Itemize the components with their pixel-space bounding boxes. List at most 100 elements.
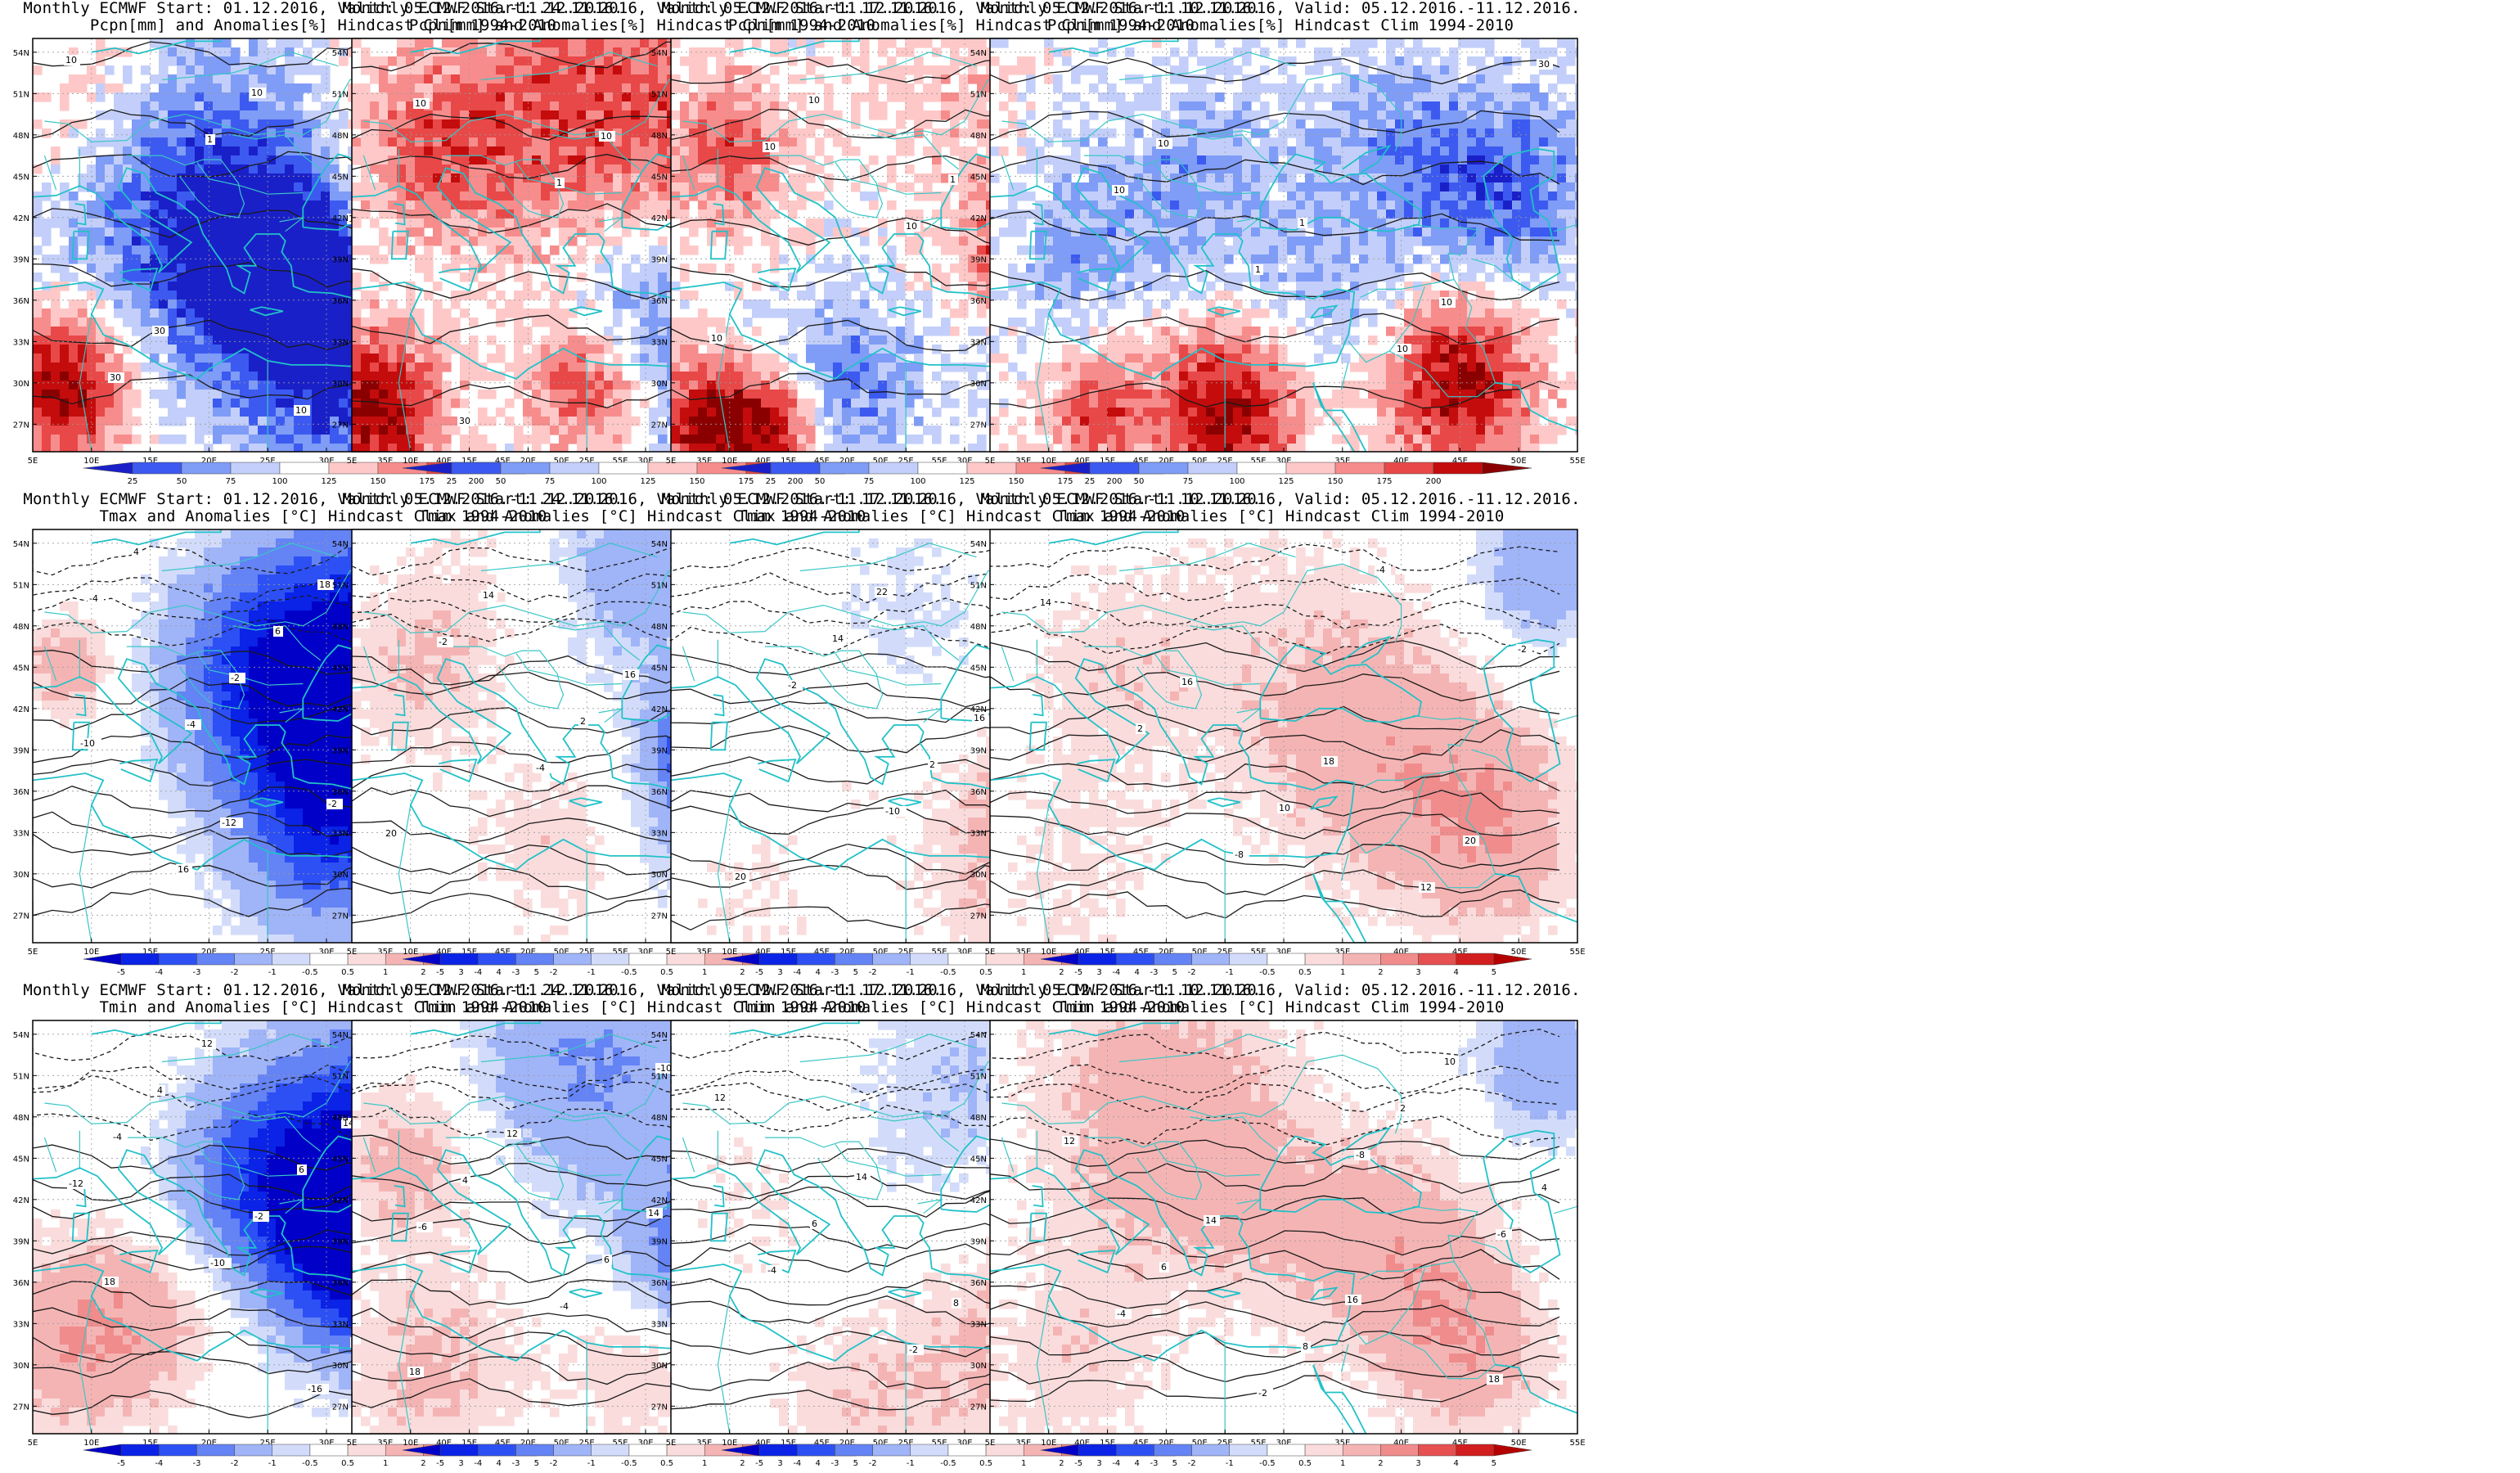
colorbar-label: 3 — [458, 968, 463, 977]
lon-label: 20E — [1159, 1439, 1174, 1448]
lat-label: 27N — [651, 1403, 668, 1412]
lat-label: 30N — [970, 380, 987, 389]
lat-label: 48N — [13, 1114, 29, 1123]
colorbar-label: 0.5 — [660, 1459, 673, 1468]
colorbar-swatch — [1433, 462, 1483, 475]
lat-label: 33N — [13, 829, 29, 838]
lat-label: 27N — [332, 421, 349, 430]
colorbar-swatch — [1304, 1444, 1343, 1457]
forecast-panel: Monthly ECMWF Start: 10.11.2016, Valid: … — [965, 0, 1595, 491]
lat-label: 36N — [651, 788, 668, 797]
colorbar-swatch — [1187, 462, 1238, 475]
colorbar-label: -0.5 — [940, 1459, 956, 1468]
colorbar-label: 75 — [545, 477, 556, 486]
colorbar-label: -3 — [1150, 968, 1158, 977]
colorbar-label: 25 — [447, 477, 457, 486]
lon-label: 5E — [347, 457, 358, 466]
lat-label: 42N — [970, 1196, 987, 1205]
contour-labels: -8 -6 -4 -2 2 4 6 8 10 12 14 16 18 — [1062, 1056, 1550, 1399]
contour-label: 30 — [154, 326, 165, 336]
lat-label: 33N — [13, 338, 29, 347]
contour-label: 2 — [1400, 1103, 1406, 1114]
lat-label: 30N — [970, 1362, 987, 1371]
colorbar-swatch — [553, 953, 592, 966]
contour-label: -4 — [113, 1132, 122, 1142]
lat-label: 36N — [332, 1279, 349, 1288]
lon-label: 50E — [1511, 1439, 1527, 1448]
colorbar-label: -4 — [793, 1459, 801, 1468]
map-svg: -8-6-4-22468101214161854N51N48N45N42N39N… — [970, 1020, 1586, 1468]
colorbar-swatch — [872, 1444, 911, 1457]
colorbar-label: 4 — [1135, 1459, 1140, 1468]
panel-title-start-valid: Monthly ECMWF Start: 24.11.2016, Valid: … — [327, 0, 957, 17]
lon-label: 50E — [1511, 457, 1527, 466]
lon-label: 5E — [985, 1439, 996, 1448]
colorbar-label: 175 — [419, 477, 434, 486]
lon-label: 55E — [612, 1439, 628, 1448]
lat-label: 30N — [13, 1362, 29, 1371]
lon-label: 30E — [956, 1439, 972, 1448]
contour-label: 4 — [133, 547, 139, 557]
colorbar-label: 4 — [1135, 968, 1140, 977]
lat-label: 51N — [970, 581, 987, 590]
contour-label: 1 — [1255, 264, 1261, 275]
lon-label: 25E — [260, 457, 276, 466]
lat-label: 30N — [332, 1362, 349, 1371]
lon-label: 40E — [755, 1439, 771, 1448]
lon-label: 45E — [1452, 1439, 1468, 1448]
lat-label: 36N — [13, 1279, 29, 1288]
contour-label: 10 — [1114, 185, 1125, 196]
colorbar-label: -4 — [474, 1459, 482, 1468]
lon-label: 25E — [1217, 457, 1233, 466]
colorbar-label: 4 — [1454, 968, 1459, 977]
panel-title-variable: Pcpn[mm] and Anomalies[%] Hindcast Clim … — [646, 17, 1276, 34]
colorbar-swatch — [910, 1444, 949, 1457]
lon-label: 20E — [839, 1439, 855, 1448]
lon-label: 5E — [666, 457, 677, 466]
lat-label: 48N — [651, 1114, 668, 1123]
panel-title-start-valid: Monthly ECMWF Start: 10.11.2016, Valid: … — [965, 982, 1595, 999]
lat-label: 30N — [651, 380, 668, 389]
colorbar-swatch — [1334, 462, 1385, 475]
graticule — [990, 1020, 1577, 1434]
contour-label: 1 — [950, 174, 956, 185]
colorbar-swatch — [1116, 1444, 1154, 1457]
contour-label: -4 — [187, 719, 196, 730]
colorbar-label: 3 — [1096, 1459, 1101, 1468]
lon-label: 10E — [83, 1439, 99, 1448]
colorbar-swatch — [515, 1444, 554, 1457]
colorbar-label: 75 — [1183, 477, 1194, 486]
lon-label: 15E — [142, 1439, 158, 1448]
colorbar-swatch — [553, 1444, 592, 1457]
colorbar-label: 0.5 — [341, 1459, 354, 1468]
contour-label: 18 — [1323, 756, 1334, 767]
lat-label: 30N — [13, 380, 29, 389]
contour-label: 30 — [1538, 59, 1550, 70]
colorbar-swatch — [1418, 953, 1456, 966]
lon-label: 15E — [781, 1439, 796, 1448]
coastlines — [990, 529, 1577, 943]
colorbar-label: 200 — [468, 477, 484, 486]
contour-label: 20 — [385, 828, 397, 839]
colorbar-swatch — [758, 1444, 798, 1457]
colorbar-label: 5 — [534, 968, 539, 977]
lat-label: 30N — [651, 1362, 668, 1371]
contour-label: -2 — [788, 680, 797, 691]
contour-label: 18 — [319, 579, 331, 590]
contour-label: -2 — [231, 673, 240, 683]
lat-label: 48N — [13, 623, 29, 632]
colorbar-swatch — [1191, 953, 1231, 966]
lat-label: 51N — [651, 1072, 668, 1081]
lon-label: 5E — [347, 948, 358, 957]
lon-label: 30E — [1276, 1439, 1291, 1448]
contour-label: 10 — [1444, 1056, 1456, 1067]
contour-label: 20 — [1465, 836, 1476, 846]
colorbar-label: -0.5 — [621, 968, 637, 977]
colorbar-label: -1 — [907, 1459, 915, 1468]
lon-label: 15E — [461, 948, 477, 957]
colorbar-label: -1 — [587, 968, 596, 977]
contour-label: 16 — [1181, 677, 1193, 687]
lon-label: 45E — [814, 948, 830, 957]
contour-lines — [990, 543, 1560, 919]
